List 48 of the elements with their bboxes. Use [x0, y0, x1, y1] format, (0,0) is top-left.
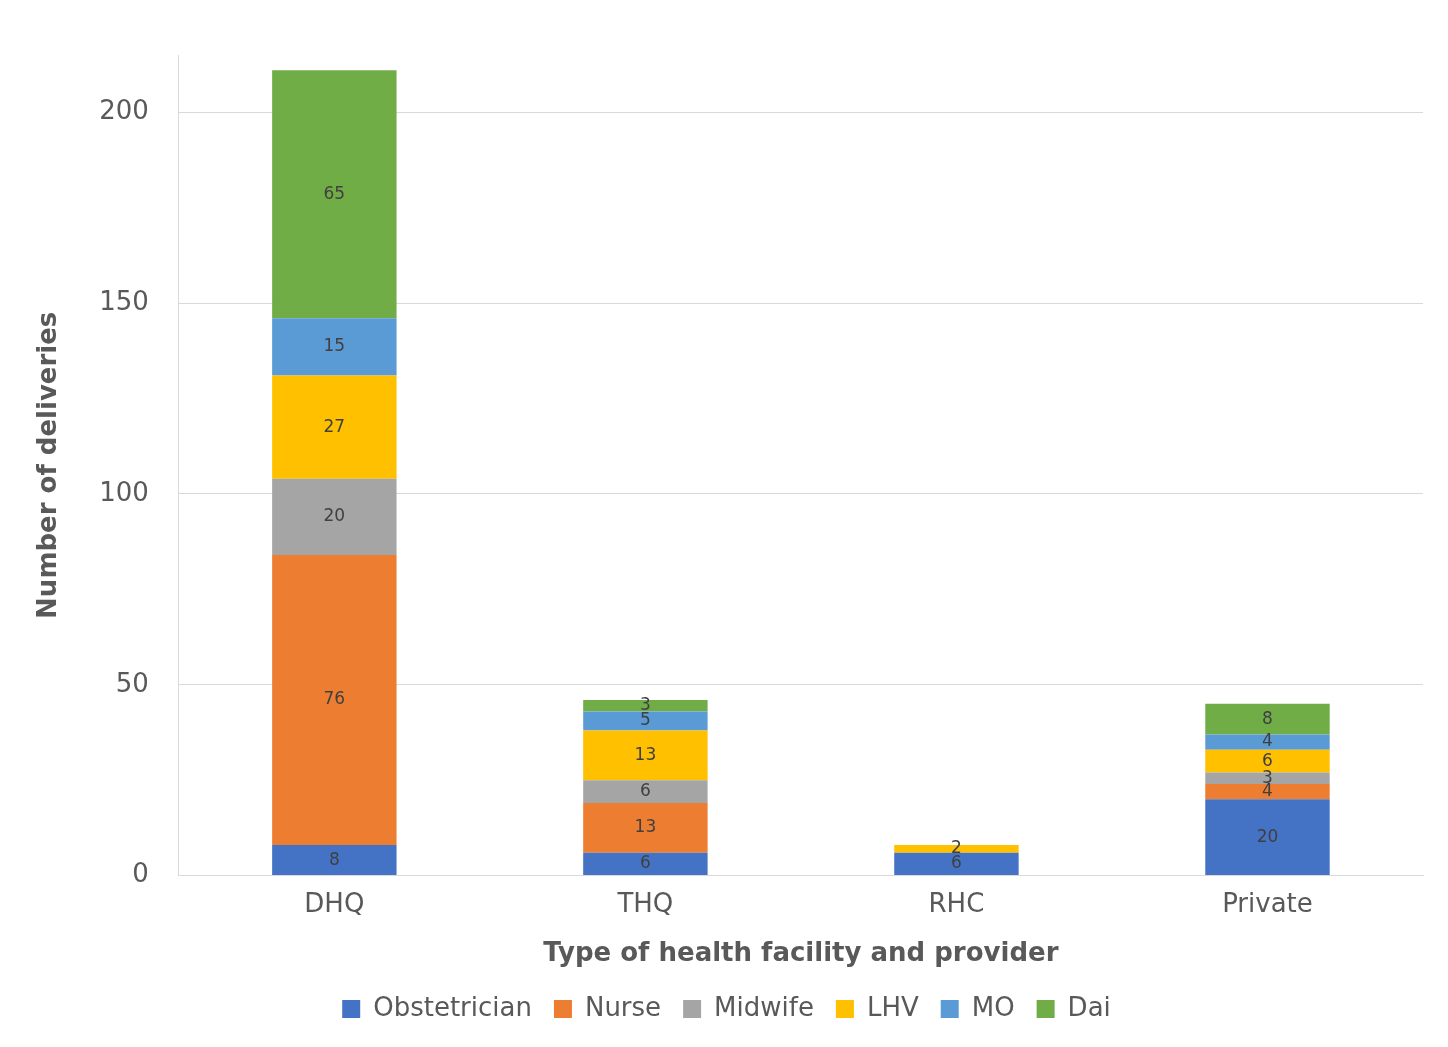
y-tick-label: 50: [115, 667, 149, 698]
x-axis-title: Type of health facility and provider: [543, 937, 1059, 968]
bar: [272, 554, 397, 846]
data-label: 13: [634, 816, 657, 837]
data-label: 8: [1262, 707, 1273, 728]
y-axis-title: Number of deliveries: [32, 311, 63, 619]
legend-label: Dai: [1067, 991, 1111, 1022]
legend-label: Obstetrician: [373, 991, 532, 1022]
bar: [272, 318, 397, 376]
x-tick-label: DHQ: [304, 887, 365, 918]
data-label: 76: [323, 688, 346, 709]
data-label: 8: [328, 848, 340, 869]
data-label: 6: [1262, 749, 1273, 770]
legend-label: Midwife: [714, 991, 814, 1022]
data-label: 6: [639, 780, 651, 801]
bar: [583, 852, 708, 876]
bar: [1205, 734, 1330, 750]
bar: [1205, 703, 1330, 735]
x-tick-label: RHC: [928, 887, 985, 918]
data-label: 4: [1262, 730, 1273, 751]
y-tick-label: 0: [132, 858, 149, 889]
legend-label: Nurse: [584, 991, 662, 1022]
bar: [272, 845, 397, 876]
bar: [894, 852, 1019, 876]
data-label: 15: [323, 335, 346, 356]
data-label: 65: [323, 182, 346, 203]
data-label: 20: [1256, 825, 1279, 846]
bar: [1205, 784, 1330, 800]
bar: [1205, 772, 1330, 784]
y-tick-label: 200: [99, 95, 149, 125]
legend-label: MO: [971, 991, 1015, 1022]
bar: [272, 478, 397, 555]
data-label: 13: [634, 743, 657, 764]
bar: [272, 70, 397, 319]
bar: [583, 711, 708, 731]
x-tick-label: THQ: [616, 887, 674, 918]
legend-label: LHV: [866, 991, 919, 1022]
data-label: 6: [639, 852, 651, 873]
bar: [583, 803, 708, 853]
y-tick-label: 150: [99, 285, 149, 316]
data-label: 20: [323, 505, 346, 526]
y-tick-label: 100: [99, 476, 149, 507]
bar: [1205, 799, 1330, 876]
bar: [272, 375, 397, 479]
x-tick-label: Private: [1222, 887, 1313, 918]
bar: [583, 730, 708, 781]
data-label: 27: [323, 415, 346, 436]
bar: [583, 780, 708, 804]
